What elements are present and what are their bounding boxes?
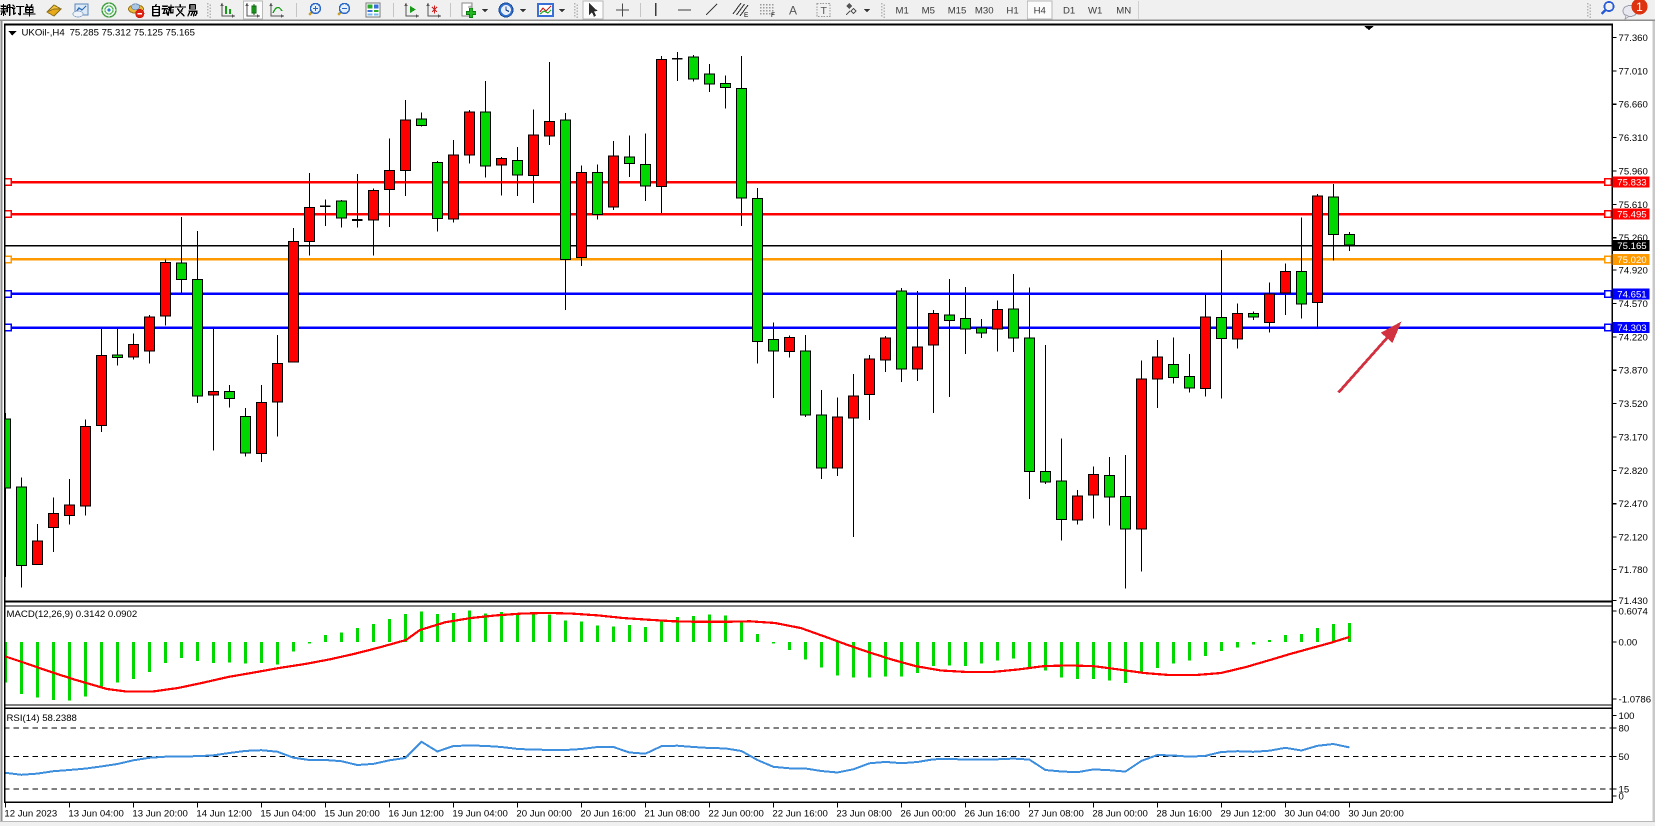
- svg-text:30 Jun 20:00: 30 Jun 20:00: [1348, 808, 1403, 819]
- svg-text:74.570: 74.570: [1619, 299, 1648, 310]
- svg-text:-1.0786: -1.0786: [1619, 695, 1652, 706]
- svg-text:73.870: 73.870: [1619, 366, 1648, 377]
- svg-text:23 Jun 08:00: 23 Jun 08:00: [836, 808, 891, 819]
- svg-text:22 Jun 00:00: 22 Jun 00:00: [708, 808, 763, 819]
- svg-text:A: A: [789, 4, 797, 18]
- svg-text:71.780: 71.780: [1619, 565, 1648, 576]
- svg-text:76.310: 76.310: [1619, 133, 1648, 144]
- svg-text:D1: D1: [1063, 6, 1075, 17]
- svg-text:21 Jun 08:00: 21 Jun 08:00: [644, 808, 699, 819]
- svg-text:15 Jun 04:00: 15 Jun 04:00: [260, 808, 315, 819]
- svg-text:12 Jun 2023: 12 Jun 2023: [4, 808, 57, 819]
- svg-text:1: 1: [1636, 0, 1643, 14]
- svg-text:19 Jun 04:00: 19 Jun 04:00: [452, 808, 507, 819]
- svg-text:22 Jun 16:00: 22 Jun 16:00: [772, 808, 827, 819]
- svg-text:RSI(14) 58.2388: RSI(14) 58.2388: [7, 713, 77, 724]
- svg-text:W1: W1: [1088, 6, 1102, 17]
- svg-text:20 Jun 00:00: 20 Jun 00:00: [516, 808, 571, 819]
- svg-text:0.00: 0.00: [1619, 637, 1638, 648]
- svg-text:75.495: 75.495: [1617, 210, 1646, 221]
- svg-text:16 Jun 12:00: 16 Jun 12:00: [388, 808, 443, 819]
- svg-text:72.120: 72.120: [1619, 533, 1648, 544]
- svg-text:13 Jun 20:00: 13 Jun 20:00: [132, 808, 187, 819]
- svg-text:74.651: 74.651: [1617, 290, 1646, 301]
- svg-text:27 Jun 08:00: 27 Jun 08:00: [1028, 808, 1083, 819]
- svg-text:0.6074: 0.6074: [1619, 607, 1649, 618]
- svg-text:75.020: 75.020: [1617, 255, 1646, 266]
- svg-text:MN: MN: [1116, 6, 1131, 17]
- svg-text:26 Jun 00:00: 26 Jun 00:00: [900, 808, 955, 819]
- svg-text:15: 15: [1619, 784, 1630, 795]
- svg-text:F: F: [771, 12, 775, 19]
- svg-text:76.660: 76.660: [1619, 100, 1648, 111]
- svg-text:30 Jun 04:00: 30 Jun 04:00: [1284, 808, 1339, 819]
- svg-text:77.010: 77.010: [1619, 66, 1648, 77]
- svg-text:T: T: [821, 5, 828, 17]
- svg-text:M30: M30: [975, 6, 994, 17]
- svg-text:50: 50: [1619, 752, 1630, 763]
- svg-text:72.820: 72.820: [1619, 466, 1648, 477]
- svg-text:75.260: 75.260: [1619, 233, 1648, 244]
- svg-text:74.920: 74.920: [1619, 266, 1648, 277]
- svg-text:71.430: 71.430: [1619, 596, 1648, 607]
- svg-text:74.220: 74.220: [1619, 332, 1648, 343]
- svg-text:75.610: 75.610: [1619, 200, 1648, 211]
- svg-text:77.360: 77.360: [1619, 33, 1648, 44]
- svg-text:73.170: 73.170: [1619, 432, 1648, 443]
- svg-text:H4: H4: [1034, 6, 1047, 17]
- svg-text:28 Jun 16:00: 28 Jun 16:00: [1156, 808, 1211, 819]
- svg-text:E: E: [744, 12, 749, 19]
- svg-text:75.285 75.312 75.125 75.165: 75.285 75.312 75.125 75.165: [70, 28, 195, 39]
- svg-text:H1: H1: [1006, 6, 1018, 17]
- svg-text:M15: M15: [948, 6, 967, 17]
- svg-text:M5: M5: [922, 6, 935, 17]
- svg-text:75.833: 75.833: [1617, 178, 1646, 189]
- svg-text:100: 100: [1619, 711, 1635, 722]
- svg-text:14 Jun 12:00: 14 Jun 12:00: [196, 808, 251, 819]
- svg-text:73.520: 73.520: [1619, 399, 1648, 410]
- svg-text:29 Jun 12:00: 29 Jun 12:00: [1220, 808, 1275, 819]
- svg-text:13 Jun 04:00: 13 Jun 04:00: [68, 808, 123, 819]
- svg-text:28 Jun 00:00: 28 Jun 00:00: [1092, 808, 1147, 819]
- svg-text:74.303: 74.303: [1617, 323, 1646, 334]
- svg-text:UKOil-,H4: UKOil-,H4: [22, 28, 66, 39]
- svg-text:20 Jun 16:00: 20 Jun 16:00: [580, 808, 635, 819]
- svg-text:M1: M1: [896, 6, 909, 17]
- svg-text:72.470: 72.470: [1619, 499, 1648, 510]
- svg-text:15 Jun 20:00: 15 Jun 20:00: [324, 808, 379, 819]
- svg-text:MACD(12,26,9) 0.3142 0.0902: MACD(12,26,9) 0.3142 0.0902: [7, 609, 138, 620]
- svg-text:75.165: 75.165: [1617, 241, 1646, 252]
- svg-text:80: 80: [1619, 723, 1630, 734]
- svg-text:0: 0: [1619, 791, 1624, 802]
- svg-text:75.960: 75.960: [1619, 167, 1648, 178]
- svg-text:26 Jun 16:00: 26 Jun 16:00: [964, 808, 1019, 819]
